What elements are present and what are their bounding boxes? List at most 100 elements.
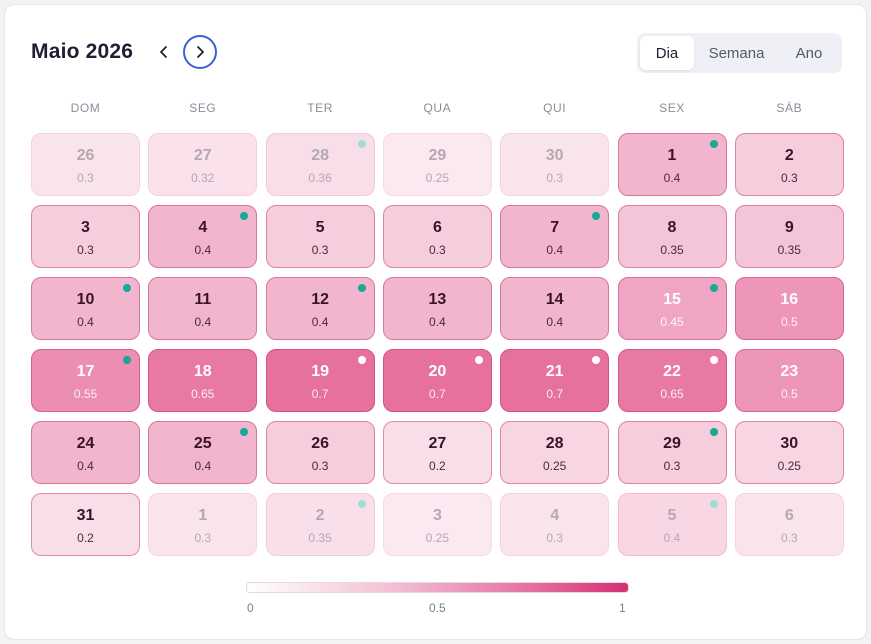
calendar-day-cell[interactable]: 5 0.4 xyxy=(617,493,727,556)
day-number: 13 xyxy=(428,291,447,308)
day-value: 0.3 xyxy=(429,243,446,257)
day-value: 0.3 xyxy=(780,171,798,185)
day-value: 0.7 xyxy=(311,387,329,401)
calendar-day-cell[interactable]: 28 0.25 xyxy=(500,421,610,484)
calendar-day-cell[interactable]: 13 0.4 xyxy=(382,277,492,340)
day-number: 20 xyxy=(428,363,447,380)
day-value: 0.3 xyxy=(311,243,329,257)
view-year-button[interactable]: Ano xyxy=(795,44,823,62)
calendar-day-cell[interactable]: 19 0.7 xyxy=(265,349,375,412)
calendar-day-cell[interactable]: 26 0.3 xyxy=(31,133,140,196)
day-value: 0.2 xyxy=(429,459,446,473)
day-number: 29 xyxy=(663,435,681,452)
calendar-day-cell[interactable]: 3 0.25 xyxy=(382,493,492,556)
day-number: 3 xyxy=(432,507,442,524)
day-number: 27 xyxy=(428,435,447,452)
calendar-day-cell[interactable]: 12 0.4 xyxy=(265,277,375,340)
event-indicator-dot xyxy=(240,212,249,220)
day-value: 0.3 xyxy=(77,171,94,185)
weekday-label: QUA xyxy=(423,101,452,115)
calendar-day-cell[interactable]: 16 0.5 xyxy=(734,277,844,340)
day-value: 0.4 xyxy=(663,171,681,185)
day-number: 15 xyxy=(663,291,681,308)
calendar-day-cell[interactable]: 21 0.7 xyxy=(500,349,610,412)
calendar-day-cell[interactable]: 14 0.4 xyxy=(500,277,610,340)
day-number: 26 xyxy=(76,147,95,164)
day-value: 0.35 xyxy=(308,531,332,545)
calendar-day-cell[interactable]: 29 0.25 xyxy=(382,133,492,196)
day-number: 4 xyxy=(198,219,208,236)
weekday-label: QUI xyxy=(543,101,567,115)
day-value: 0.55 xyxy=(73,387,98,401)
calendar-day-cell[interactable]: 6 0.3 xyxy=(382,205,492,268)
calendar-day-cell[interactable]: 28 0.36 xyxy=(265,133,375,196)
day-number: 28 xyxy=(545,435,564,452)
day-value: 0.65 xyxy=(191,387,215,401)
day-value: 0.4 xyxy=(77,459,94,473)
event-indicator-dot xyxy=(357,284,366,292)
day-number: 29 xyxy=(428,147,447,164)
day-number: 23 xyxy=(780,363,799,380)
day-number: 12 xyxy=(311,291,329,308)
day-number: 6 xyxy=(784,507,794,524)
calendar-day-cell[interactable]: 26 0.3 xyxy=(265,421,375,484)
weekday-label: SÁB xyxy=(776,101,803,115)
day-number: 17 xyxy=(76,363,95,380)
calendar-day-cell[interactable]: 23 0.5 xyxy=(734,349,844,412)
day-number: 11 xyxy=(194,291,212,308)
calendar-day-cell[interactable]: 29 0.3 xyxy=(617,421,727,484)
view-week-button[interactable]: Semana xyxy=(708,44,765,62)
calendar-day-cell[interactable]: 25 0.4 xyxy=(148,421,258,484)
day-number: 6 xyxy=(432,219,442,236)
month-title: Maio 2026 xyxy=(31,40,134,63)
calendar-day-cell[interactable]: 9 0.35 xyxy=(734,205,844,268)
calendar-day-cell[interactable]: 4 0.3 xyxy=(500,493,610,556)
calendar-day-cell[interactable]: 27 0.2 xyxy=(382,421,492,484)
event-indicator-dot xyxy=(123,356,131,364)
calendar-day-cell[interactable]: 2 0.3 xyxy=(734,133,844,196)
day-value: 0.7 xyxy=(429,387,446,401)
prev-month-button[interactable] xyxy=(147,35,181,69)
calendar-day-cell[interactable]: 17 0.55 xyxy=(31,349,140,412)
calendar-day-cell[interactable]: 18 0.65 xyxy=(148,349,258,412)
day-number: 16 xyxy=(780,291,799,308)
view-day-button[interactable]: Dia xyxy=(640,36,694,70)
day-value: 0.25 xyxy=(777,459,801,473)
view-toggle: Dia Semana Ano xyxy=(637,33,842,73)
day-value: 0.3 xyxy=(311,459,329,473)
calendar-day-cell[interactable]: 27 0.32 xyxy=(148,133,258,196)
day-value: 0.45 xyxy=(660,315,684,329)
calendar-day-cell[interactable]: 7 0.4 xyxy=(500,205,610,268)
day-number: 2 xyxy=(315,507,325,524)
day-value: 0.3 xyxy=(77,243,94,257)
calendar-day-cell[interactable]: 8 0.35 xyxy=(617,205,727,268)
calendar-day-cell[interactable]: 11 0.4 xyxy=(148,277,258,340)
calendar-day-cell[interactable]: 30 0.3 xyxy=(500,133,610,196)
day-number: 26 xyxy=(311,435,329,452)
day-number: 10 xyxy=(76,291,95,308)
calendar-day-cell[interactable]: 31 0.2 xyxy=(31,493,140,556)
next-month-button[interactable] xyxy=(183,35,217,69)
calendar-day-cell[interactable]: 20 0.7 xyxy=(382,349,492,412)
day-number: 8 xyxy=(667,219,677,236)
calendar-day-cell[interactable]: 30 0.25 xyxy=(734,421,844,484)
event-indicator-dot xyxy=(240,428,249,436)
weekday-label: DOM xyxy=(70,101,101,115)
calendar-day-cell[interactable]: 3 0.3 xyxy=(31,205,140,268)
day-number: 1 xyxy=(667,147,677,164)
day-value: 0.4 xyxy=(194,243,212,257)
calendar-day-cell[interactable]: 4 0.4 xyxy=(148,205,258,268)
calendar-day-cell[interactable]: 6 0.3 xyxy=(734,493,844,556)
day-number: 19 xyxy=(311,363,329,380)
calendar-day-cell[interactable]: 24 0.4 xyxy=(31,421,140,484)
calendar-day-cell[interactable]: 2 0.35 xyxy=(265,493,375,556)
day-number: 3 xyxy=(81,219,90,236)
calendar-day-cell[interactable]: 10 0.4 xyxy=(31,277,140,340)
calendar-day-cell[interactable]: 5 0.3 xyxy=(265,205,375,268)
day-number: 25 xyxy=(193,435,212,452)
calendar-day-cell[interactable]: 15 0.45 xyxy=(617,277,727,340)
calendar-day-cell[interactable]: 22 0.65 xyxy=(617,349,727,412)
calendar-day-cell[interactable]: 1 0.4 xyxy=(617,133,727,196)
day-number: 27 xyxy=(193,147,212,164)
calendar-day-cell[interactable]: 1 0.3 xyxy=(148,493,258,556)
